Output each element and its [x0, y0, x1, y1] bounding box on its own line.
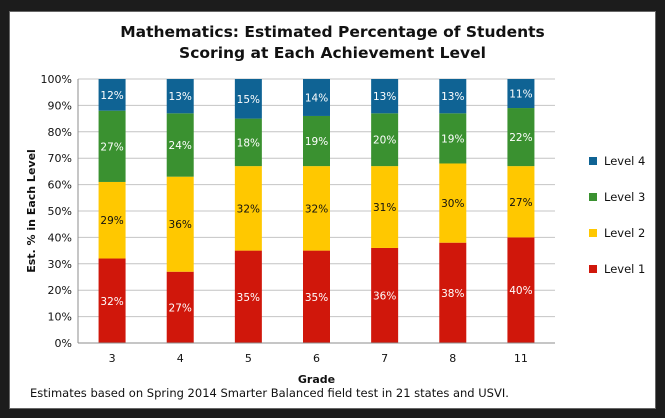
bar-segment [507, 108, 535, 167]
data-label: 35% [305, 292, 328, 304]
legend-swatch [589, 229, 597, 237]
bar-segment [303, 250, 330, 343]
chart-title: Mathematics: Estimated Percentage of Stu… [10, 22, 655, 64]
bar-segment [303, 166, 330, 251]
data-label: 36% [169, 219, 192, 231]
chart-frame: Mathematics: Estimated Percentage of Stu… [9, 11, 656, 409]
bar-segment [439, 242, 467, 343]
y-tick-label: 70% [48, 152, 72, 165]
bar-segment [507, 237, 535, 343]
legend-label: Level 2 [604, 226, 645, 240]
bar-segment [98, 110, 126, 182]
bar-segment [371, 113, 399, 167]
y-axis-title: Est. % in Each Level [25, 149, 38, 273]
bar-segment [234, 166, 262, 251]
legend-swatch [589, 265, 597, 273]
y-tick-label: 100% [41, 73, 72, 86]
y-tick-label: 30% [48, 258, 72, 271]
data-label: 20% [373, 135, 396, 147]
data-label: 13% [373, 91, 396, 103]
bar-segment [371, 79, 399, 114]
data-label: 14% [305, 92, 328, 104]
x-tick-label: 7 [381, 352, 388, 365]
data-label: 32% [237, 203, 260, 215]
data-label: 36% [373, 290, 396, 302]
y-tick-label: 20% [48, 284, 72, 297]
bar-segment [439, 113, 467, 164]
bar-segment [371, 166, 399, 248]
bar-segment [439, 79, 467, 114]
chart-title-line-2: Scoring at Each Achievement Level [179, 44, 486, 62]
bar-segment [234, 79, 262, 119]
x-tick-label: 6 [313, 352, 320, 365]
bar-segment [507, 166, 535, 238]
data-label: 32% [305, 203, 328, 215]
x-tick-label: 5 [245, 352, 252, 365]
chart-plot: 32% 29% 27% 12% 27% 36% 24% 13% 35% 32% 18% 15% 35% 3… [25, 73, 645, 386]
bar-segment [371, 247, 399, 343]
x-tick-label: 4 [177, 352, 184, 365]
data-label: 38% [441, 288, 464, 300]
axes: 0% 10% 20% 30% 40% 50% 60% 70% 80% 90% 100% 3 4 5 6 7 8 1… [25, 73, 555, 386]
data-label: 29% [100, 215, 123, 227]
bar-segment [166, 113, 194, 177]
bar-segment [439, 163, 467, 243]
data-label: 31% [373, 202, 396, 214]
data-label: 13% [169, 91, 192, 103]
bar-segment [166, 271, 194, 343]
y-tick-label: 90% [48, 99, 72, 112]
bar-segment [234, 118, 262, 167]
data-label: 22% [509, 132, 532, 144]
y-tick-label: 0% [55, 337, 72, 350]
data-label: 30% [441, 198, 464, 210]
legend-label: Level 1 [604, 262, 645, 276]
footnote: Estimates based on Spring 2014 Smarter B… [30, 386, 509, 400]
legend-swatch [589, 193, 597, 201]
x-tick-label: 11 [514, 352, 528, 365]
data-label: 27% [169, 302, 192, 314]
data-label: 35% [237, 292, 260, 304]
y-tick-label: 50% [48, 205, 72, 218]
legend-label: Level 3 [604, 190, 645, 204]
y-tick-label: 60% [48, 179, 72, 192]
data-label: 24% [169, 140, 192, 152]
bar-segment [98, 181, 126, 259]
bars: 32% 29% 27% 12% 27% 36% 24% 13% 35% 32% 18% 15% 35% 3… [98, 79, 535, 343]
bar-segment [166, 176, 194, 272]
data-label: 12% [100, 90, 123, 102]
legend-swatch [589, 157, 597, 165]
data-label: 27% [100, 141, 123, 153]
legend: Level 4 Level 3 Level 2 Level 1 [589, 154, 645, 276]
data-label: 13% [441, 91, 464, 103]
data-label: 18% [237, 137, 260, 149]
data-label: 19% [305, 136, 328, 148]
x-tick-label: 3 [109, 352, 116, 365]
y-tick-label: 10% [48, 311, 72, 324]
bar-segment [166, 79, 194, 114]
bar-segment [98, 79, 126, 111]
y-tick-label: 80% [48, 126, 72, 139]
data-label: 19% [441, 133, 464, 145]
bar-segment [303, 79, 330, 116]
data-label: 11% [509, 89, 532, 101]
bar-segment [234, 250, 262, 343]
bar-segment [98, 258, 126, 343]
data-label: 27% [509, 197, 532, 209]
x-axis-title: Grade [298, 373, 335, 386]
data-label: 40% [509, 285, 532, 297]
data-label: 32% [100, 296, 123, 308]
x-tick-label: 8 [449, 352, 456, 365]
chart-title-line-1: Mathematics: Estimated Percentage of Stu… [120, 23, 545, 41]
bar-segment [507, 79, 535, 109]
y-tick-label: 40% [48, 231, 72, 244]
legend-label: Level 4 [604, 154, 645, 168]
data-label: 15% [237, 94, 260, 106]
bar-segment [303, 115, 330, 167]
